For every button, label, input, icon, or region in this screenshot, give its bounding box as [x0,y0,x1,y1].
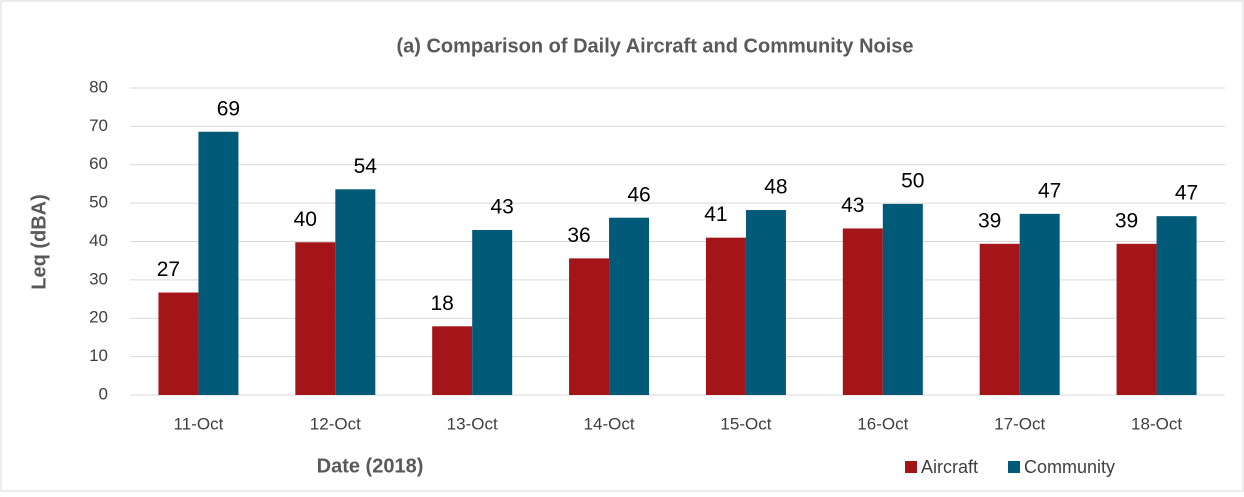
bar [1116,243,1157,395]
bar [1019,213,1060,395]
y-tick-label: 30 [89,269,108,288]
y-tick-label: 70 [89,116,108,135]
data-label: 18 [431,292,454,315]
bar [432,326,473,395]
y-tick-label: 20 [89,308,108,327]
data-label: 47 [1175,182,1198,205]
bar [609,217,650,395]
legend-swatch [1008,461,1020,473]
data-label: 40 [294,208,317,231]
y-tick-label: 40 [89,231,108,250]
x-tick-label: 11-Oct [174,414,224,433]
x-tick-label: 16-Oct [857,414,908,433]
data-label: 43 [841,194,864,217]
data-label: 54 [354,155,378,178]
x-tick-label: 14-Oct [584,414,635,433]
data-label: 36 [567,224,590,247]
bar [979,243,1020,395]
bar [158,292,199,395]
legend-label: Community [1024,457,1115,477]
bar [335,189,376,395]
bar [295,242,336,395]
bar [472,229,513,395]
data-label: 27 [157,258,180,281]
bar [882,203,923,395]
x-tick-label: 18-Oct [1131,414,1182,433]
x-tick-label: 13-Oct [447,414,498,433]
bar [569,258,610,395]
data-label: 43 [491,196,514,219]
y-tick-label: 50 [89,193,108,212]
bar [842,228,883,395]
legend-swatch [905,461,917,473]
data-label: 41 [704,203,727,226]
chart-title: (a) Comparison of Daily Aircraft and Com… [396,35,913,57]
data-label: 69 [217,97,240,120]
y-tick-label: 10 [89,346,108,365]
x-tick-label: 12-Oct [310,414,361,433]
bar [745,210,786,395]
data-label: 50 [901,169,924,192]
data-label: 48 [764,176,787,199]
data-label: 46 [627,183,650,206]
bar [1156,216,1197,395]
y-axis-title: Leq (dBA) [28,194,50,290]
data-label: 47 [1038,179,1061,202]
x-tick-label: 15-Oct [720,414,771,433]
bar [198,131,239,395]
legend-label: Aircraft [921,457,978,477]
x-tick-label: 17-Oct [994,414,1045,433]
data-label: 39 [1115,209,1138,232]
bar [705,237,746,395]
y-tick-label: 60 [89,154,108,173]
x-axis-title: Date (2018) [317,455,424,477]
data-label: 39 [978,209,1001,232]
y-tick-label: 0 [99,384,108,403]
y-tick-label: 80 [89,77,108,96]
